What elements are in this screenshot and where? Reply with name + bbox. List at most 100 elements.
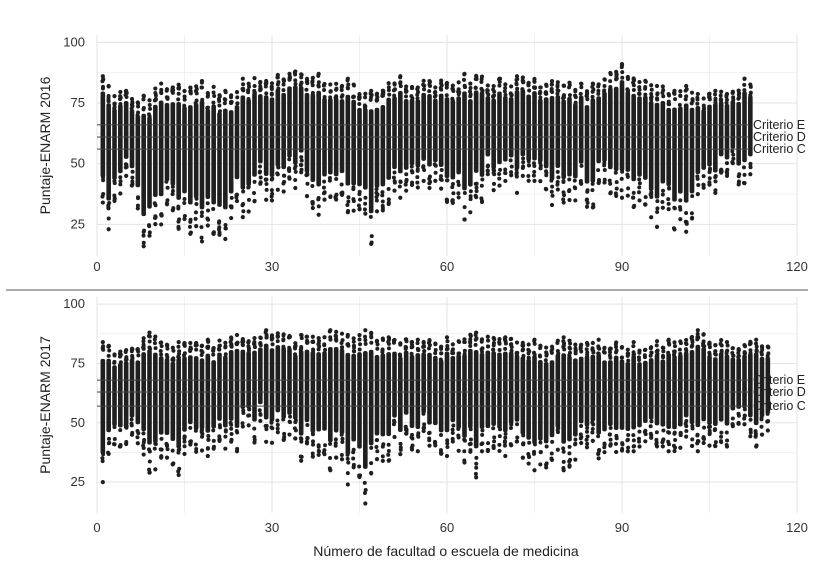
data-point xyxy=(584,347,589,352)
data-point xyxy=(112,198,117,203)
data-point xyxy=(643,92,648,97)
school-column xyxy=(718,338,724,445)
data-point xyxy=(281,189,286,194)
data-point xyxy=(654,343,659,348)
data-point xyxy=(707,352,712,357)
data-point xyxy=(269,333,275,338)
data-point xyxy=(660,444,665,449)
data-point xyxy=(567,197,572,203)
data-point xyxy=(485,448,490,454)
data-point xyxy=(445,441,450,446)
school-column xyxy=(648,345,654,440)
data-point xyxy=(590,94,595,99)
data-point xyxy=(362,207,367,212)
school-column xyxy=(642,347,648,444)
data-point xyxy=(590,430,595,435)
data-point xyxy=(106,227,111,232)
data-point xyxy=(386,346,391,351)
data-point xyxy=(561,449,566,454)
data-point xyxy=(194,196,199,201)
data-point xyxy=(229,431,234,436)
data-point xyxy=(246,339,251,344)
data-point-cluster xyxy=(724,103,730,160)
data-point xyxy=(713,440,718,445)
data-point xyxy=(334,81,339,86)
school-column xyxy=(596,82,602,186)
data-point-cluster xyxy=(339,99,345,174)
data-point xyxy=(269,86,274,91)
data-point xyxy=(258,412,263,417)
data-point xyxy=(619,176,624,181)
data-point xyxy=(141,233,146,238)
data-point-cluster xyxy=(199,100,205,210)
data-point-cluster xyxy=(567,355,572,442)
data-point xyxy=(282,179,287,184)
data-point xyxy=(713,190,718,195)
data-point xyxy=(391,175,396,180)
data-point xyxy=(731,97,736,102)
data-point xyxy=(707,170,712,175)
data-point xyxy=(456,448,461,453)
data-point xyxy=(584,340,590,346)
data-point xyxy=(486,92,491,97)
data-point xyxy=(351,208,356,213)
data-point xyxy=(252,199,257,204)
y-tick-label: 100 xyxy=(63,34,85,49)
data-point xyxy=(748,348,753,353)
data-point xyxy=(322,452,327,457)
data-point xyxy=(241,189,246,194)
data-point xyxy=(334,192,339,197)
data-point-cluster xyxy=(398,90,403,174)
data-point xyxy=(456,435,461,440)
school-column xyxy=(199,79,205,244)
data-point xyxy=(509,170,514,175)
data-point xyxy=(620,75,625,80)
data-point xyxy=(555,84,560,89)
data-point xyxy=(637,348,642,353)
data-point xyxy=(742,181,747,186)
data-point xyxy=(521,156,526,161)
data-point xyxy=(146,334,151,339)
data-point xyxy=(433,341,438,346)
data-point xyxy=(165,198,170,203)
data-point xyxy=(176,226,181,231)
data-point xyxy=(211,100,216,105)
school-column xyxy=(531,337,537,473)
data-point-cluster xyxy=(310,93,316,182)
data-point xyxy=(374,438,379,443)
data-point xyxy=(748,339,753,344)
data-point xyxy=(200,97,205,102)
school-column xyxy=(689,334,695,449)
data-point xyxy=(415,167,420,172)
school-column xyxy=(736,88,742,187)
data-point-cluster xyxy=(532,355,537,445)
school-column xyxy=(333,329,339,460)
data-point xyxy=(392,87,397,92)
data-point xyxy=(316,83,321,88)
school-column xyxy=(269,81,275,203)
data-point xyxy=(340,439,345,444)
data-point xyxy=(147,102,152,107)
school-column xyxy=(748,82,753,177)
data-point xyxy=(211,90,216,95)
data-point xyxy=(579,342,584,347)
data-point xyxy=(340,345,345,350)
data-point xyxy=(608,181,613,186)
data-point xyxy=(298,454,303,459)
data-point xyxy=(736,347,741,352)
data-point xyxy=(299,345,304,350)
data-point xyxy=(112,94,117,99)
data-point xyxy=(398,195,403,200)
school-column xyxy=(246,81,252,214)
data-point xyxy=(345,342,350,347)
data-point xyxy=(409,169,414,174)
data-point xyxy=(380,454,385,459)
data-point xyxy=(655,206,660,211)
school-column xyxy=(415,337,421,454)
data-point xyxy=(625,351,630,356)
data-point xyxy=(275,334,280,339)
school-column xyxy=(316,71,321,217)
data-point xyxy=(141,339,146,344)
school-column xyxy=(741,76,747,186)
